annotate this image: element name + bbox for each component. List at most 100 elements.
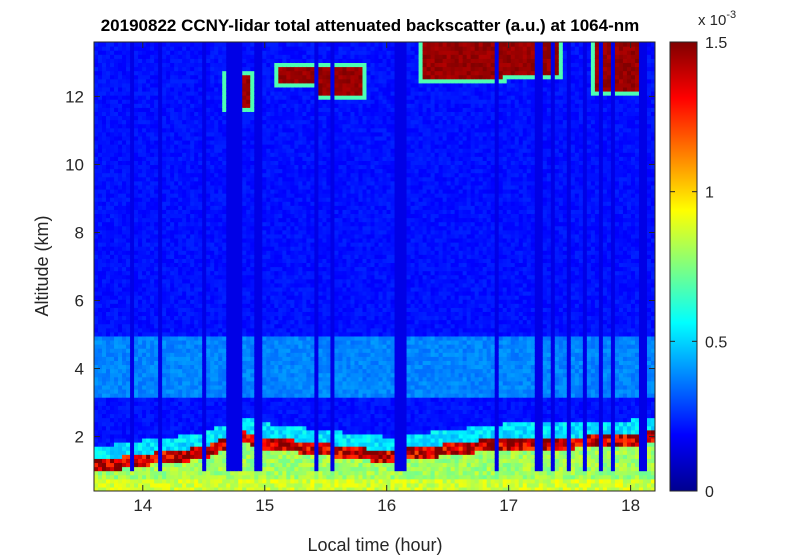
heatmap-cell (206, 42, 211, 47)
heatmap-cell (190, 372, 195, 378)
heatmap-cell (198, 74, 203, 80)
heatmap-cell (162, 164, 167, 170)
heatmap-cell (198, 209, 203, 215)
heatmap-cell (174, 286, 179, 292)
heatmap-cell (130, 458, 135, 464)
heatmap-cell (202, 470, 207, 476)
heatmap-cell (142, 290, 147, 296)
heatmap-cell (190, 95, 195, 100)
heatmap-cell (98, 454, 103, 459)
heatmap-cell (270, 393, 275, 398)
heatmap-cell (154, 237, 159, 243)
heatmap-cell (178, 176, 183, 182)
heatmap-cell (250, 107, 255, 112)
heatmap-cell (182, 107, 187, 112)
heatmap-cell (258, 172, 263, 178)
heatmap-cell (178, 450, 183, 455)
heatmap-cell (122, 188, 127, 194)
heatmap-cell (186, 139, 191, 145)
heatmap-cell (246, 368, 251, 374)
heatmap-cell (226, 237, 231, 243)
heatmap-cell (266, 486, 271, 491)
heatmap-cell (210, 454, 215, 459)
heatmap-cell (246, 225, 251, 231)
heatmap-cell (138, 144, 143, 149)
heatmap-cell (142, 364, 147, 370)
heatmap-cell (262, 70, 267, 76)
heatmap-cell (150, 237, 155, 243)
heatmap-cell (134, 352, 139, 357)
heatmap-cell (262, 148, 267, 153)
heatmap-cell (166, 164, 171, 170)
heatmap-cell (162, 188, 167, 194)
heatmap-cell (138, 119, 143, 125)
heatmap-cell (146, 99, 151, 104)
heatmap-cell (194, 442, 199, 447)
heatmap-cell (130, 168, 135, 174)
heatmap-cell (198, 107, 203, 112)
heatmap-cell (202, 225, 207, 231)
heatmap-cell (238, 66, 243, 72)
heatmap-cell (130, 356, 135, 361)
heatmap-cell (254, 352, 259, 357)
heatmap-cell (234, 188, 239, 194)
heatmap-cell (122, 466, 127, 472)
heatmap-cell (150, 152, 155, 157)
heatmap-cell (266, 446, 271, 451)
heatmap-cell (162, 123, 167, 129)
heatmap-cell (242, 278, 247, 284)
heatmap-cell (262, 417, 267, 423)
heatmap-cell (238, 376, 243, 382)
heatmap-cell (226, 282, 231, 288)
heatmap-cell (154, 429, 159, 435)
heatmap-cell (118, 201, 123, 206)
heatmap-cell (270, 433, 275, 439)
heatmap-cell (190, 246, 195, 251)
heatmap-cell (142, 335, 147, 341)
heatmap-cell (170, 311, 175, 317)
heatmap-cell (94, 46, 99, 51)
heatmap-cell (218, 148, 223, 153)
heatmap-cell (222, 393, 227, 398)
heatmap-cell (210, 148, 215, 153)
heatmap-cell (182, 307, 187, 312)
heatmap-cell (250, 315, 255, 321)
heatmap-cell (150, 62, 155, 68)
heatmap-cell (274, 364, 279, 370)
heatmap-cell (246, 380, 251, 386)
heatmap-cell (206, 450, 211, 455)
heatmap-cell (146, 66, 151, 72)
heatmap-cell (138, 331, 143, 337)
heatmap-cell (146, 327, 151, 333)
heatmap-cell (190, 339, 195, 345)
heatmap-cell (114, 339, 119, 345)
heatmap-cell (106, 135, 111, 141)
heatmap-cell (98, 225, 103, 231)
heatmap-cell (218, 62, 223, 68)
heatmap-cell (166, 254, 171, 259)
heatmap-cell (130, 425, 135, 431)
heatmap-cell (238, 429, 243, 435)
heatmap-cell (214, 458, 219, 464)
heatmap-cell (234, 442, 239, 447)
heatmap-cell (218, 107, 223, 112)
heatmap-cell (178, 86, 183, 92)
heatmap-cell (218, 111, 223, 117)
heatmap-cell (178, 352, 183, 357)
heatmap-cell (158, 303, 163, 308)
heatmap-cell (234, 123, 239, 129)
heatmap-cell (258, 184, 263, 190)
heatmap-cell (162, 58, 167, 64)
heatmap-cell (234, 278, 239, 284)
heatmap-cell (150, 339, 155, 345)
heatmap-cell (186, 193, 191, 198)
heatmap-cell (270, 221, 275, 227)
heatmap-cell (162, 42, 167, 47)
heatmap-cell (190, 282, 195, 288)
heatmap-cell (118, 250, 123, 255)
heatmap-cell (190, 482, 195, 488)
heatmap-cell (146, 474, 151, 480)
heatmap-cell (158, 331, 163, 337)
heatmap-cell (170, 466, 175, 472)
heatmap-cell (206, 74, 211, 80)
